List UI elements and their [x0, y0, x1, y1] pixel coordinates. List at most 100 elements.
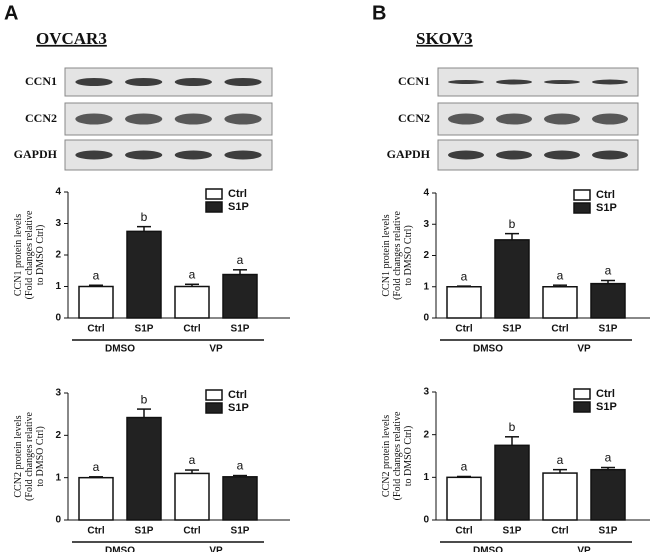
- x-tick-label: S1P: [231, 324, 250, 335]
- significance-letter: a: [237, 253, 244, 267]
- y-tick-label: 2: [423, 429, 429, 440]
- significance-letter: a: [93, 460, 100, 474]
- bar: [174, 472, 210, 521]
- y-label-line: CCN1 protein levels: [381, 214, 392, 296]
- y-tick-label: 0: [423, 313, 429, 324]
- blot-band: [125, 78, 163, 86]
- x-tick-label: S1P: [231, 526, 250, 537]
- significance-letter: b: [509, 420, 516, 434]
- blot-band: [174, 150, 212, 160]
- legend-swatch: [205, 389, 223, 401]
- group-label: VP: [577, 546, 591, 552]
- blot-label: GAPDH: [387, 147, 431, 161]
- group-label: VP: [209, 344, 223, 355]
- y-label-line: CCN1 protein levels: [13, 214, 24, 296]
- y-tick-label: 1: [55, 472, 61, 483]
- group-label: DMSO: [473, 344, 503, 355]
- group-label: DMSO: [105, 546, 135, 552]
- cell-line-title: SKOV3: [416, 29, 473, 48]
- x-tick-label: Ctrl: [87, 324, 104, 335]
- blot-band: [592, 113, 628, 125]
- y-label-line: CCN2 protein levels: [13, 415, 24, 497]
- blot-band: [448, 80, 484, 84]
- bar: [126, 230, 162, 319]
- panel-letter: B: [372, 2, 386, 24]
- y-tick-label: 3: [55, 388, 61, 399]
- panel-letter: A: [4, 2, 18, 24]
- y-tick-label: 1: [55, 281, 61, 292]
- bar: [174, 285, 210, 319]
- x-tick-label: Ctrl: [455, 526, 472, 537]
- significance-letter: a: [93, 268, 100, 282]
- y-label-line: (Fold changes relative: [24, 210, 35, 299]
- x-tick-label: S1P: [599, 526, 618, 537]
- group-label: VP: [209, 546, 223, 552]
- y-axis-label: CCN2 protein levels(Fold changes relativ…: [13, 412, 46, 501]
- blot-band: [75, 150, 113, 160]
- cell-line-title: OVCAR3: [36, 29, 107, 48]
- y-label-line: to DMSO Ctrl): [403, 225, 414, 286]
- group-label: VP: [577, 344, 591, 355]
- legend-swatch: [205, 188, 223, 200]
- x-tick-label: Ctrl: [551, 324, 568, 335]
- significance-letter: a: [605, 264, 612, 278]
- x-tick-label: S1P: [135, 324, 154, 335]
- y-tick-label: 3: [423, 219, 429, 230]
- blot-label: GAPDH: [14, 147, 58, 161]
- bar: [222, 476, 258, 521]
- bar: [590, 468, 626, 521]
- y-label-line: (Fold changes relative: [392, 211, 403, 300]
- significance-letter: a: [461, 460, 468, 474]
- y-tick-label: 2: [55, 250, 61, 261]
- y-tick-label: 3: [55, 218, 61, 229]
- blot-band: [448, 150, 484, 160]
- blot-band: [544, 150, 580, 160]
- blot-band: [224, 113, 262, 125]
- bar: [542, 286, 578, 319]
- y-tick-label: 4: [55, 187, 61, 198]
- blot-band: [592, 150, 628, 160]
- significance-letter: a: [557, 453, 564, 467]
- x-tick-label: S1P: [503, 324, 522, 335]
- y-label-line: CCN2 protein levels: [381, 415, 392, 497]
- bar: [446, 286, 482, 319]
- y-label-line: to DMSO Ctrl): [35, 426, 46, 487]
- significance-letter: a: [189, 453, 196, 467]
- x-tick-label: Ctrl: [87, 526, 104, 537]
- y-axis-label: CCN2 protein levels(Fold changes relativ…: [381, 411, 414, 500]
- y-axis-label: CCN1 protein levels(Fold changes relativ…: [13, 210, 46, 299]
- y-label-line: (Fold changes relative: [392, 411, 403, 500]
- significance-letter: b: [141, 210, 148, 224]
- y-tick-label: 2: [55, 430, 61, 441]
- group-label: DMSO: [105, 344, 135, 355]
- y-tick-label: 0: [423, 515, 429, 526]
- significance-letter: a: [237, 459, 244, 473]
- significance-letter: a: [557, 268, 564, 282]
- legend-label: Ctrl: [228, 389, 247, 401]
- group-label: DMSO: [473, 546, 503, 552]
- bar: [222, 273, 258, 319]
- x-tick-label: Ctrl: [183, 324, 200, 335]
- blot-band: [174, 113, 212, 125]
- significance-letter: a: [605, 451, 612, 465]
- blot-band: [224, 78, 262, 86]
- y-tick-label: 3: [423, 387, 429, 398]
- legend-swatch: [573, 202, 591, 214]
- blot-band: [496, 113, 532, 125]
- legend-swatch: [573, 189, 591, 201]
- x-tick-label: S1P: [135, 526, 154, 537]
- legend-swatch: [205, 402, 223, 414]
- x-tick-label: Ctrl: [455, 324, 472, 335]
- blot-band: [544, 80, 580, 84]
- legend-label: Ctrl: [596, 388, 615, 400]
- y-tick-label: 1: [423, 281, 429, 292]
- x-tick-label: S1P: [503, 526, 522, 537]
- y-label-line: to DMSO Ctrl): [403, 426, 414, 487]
- blot-band: [224, 150, 262, 160]
- y-tick-label: 0: [55, 313, 61, 324]
- bar: [590, 282, 626, 319]
- blot-band: [75, 113, 113, 125]
- y-tick-label: 0: [55, 515, 61, 526]
- blot-label: CCN1: [25, 74, 57, 88]
